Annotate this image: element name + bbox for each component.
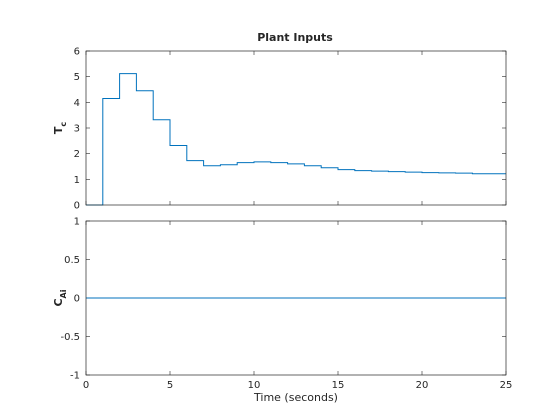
cai-xtick-label: 15 <box>332 380 345 391</box>
cai-ytick-label: -0.5 <box>60 332 80 343</box>
cai-axes-frame <box>85 220 507 376</box>
tc-axes-frame <box>85 50 507 206</box>
tc-ytick-label: 0 <box>74 201 80 212</box>
tc-ylabel-main: T <box>52 126 65 134</box>
tc-ytick-label: 4 <box>74 98 80 109</box>
cai-ytick-label: 0.5 <box>64 255 80 266</box>
cai-xtick-label: 20 <box>416 380 429 391</box>
plot-cai: 0 5 10 15 20 25 -1 -0.5 0 0.5 1 CAi Time (seconds) <box>52 217 512 405</box>
tc-ytick-label: 6 <box>74 47 80 58</box>
cai-ylabel: CAi <box>52 289 68 306</box>
cai-ylabel-main: C <box>52 298 65 306</box>
cai-xtick-label: 0 <box>83 380 89 391</box>
tc-ylabel-sub: c <box>59 122 68 127</box>
tc-ytick-label: 3 <box>74 124 80 135</box>
cai-xtick-label: 5 <box>167 380 173 391</box>
tc-series-line <box>86 73 506 206</box>
cai-xtick-label: 25 <box>500 380 513 391</box>
cai-ytick-label: 0 <box>74 294 80 305</box>
tc-ytick-label: 2 <box>74 149 80 160</box>
cai-xlabel: Time (seconds) <box>253 391 338 404</box>
cai-ylabel-sub: Ai <box>59 289 68 298</box>
tc-ylabel: Tc <box>52 122 68 135</box>
cai-ytick-label: 1 <box>74 217 80 228</box>
tc-ytick-label: 1 <box>74 175 80 186</box>
cai-xtick-label: 10 <box>248 380 261 391</box>
figure-title: Plant Inputs <box>257 31 333 44</box>
tc-ytick-label: 5 <box>74 72 80 83</box>
plot-tc: 0 1 2 3 4 5 6 Tc <box>52 47 507 212</box>
cai-ytick-label: -1 <box>70 371 80 382</box>
